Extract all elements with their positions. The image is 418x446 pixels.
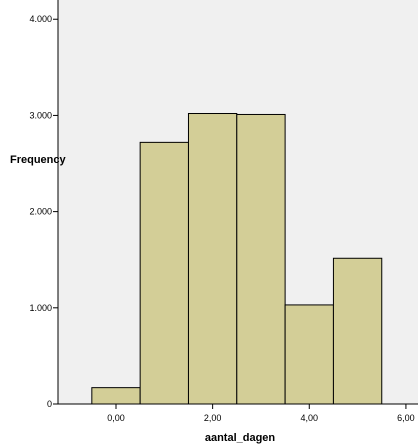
x-tick-label-1: 2,00: [204, 413, 222, 423]
y-tick-label-4: 4.000: [29, 14, 52, 24]
histogram-bar-1: [139, 141, 189, 405]
x-tick-label-3: 6,00: [397, 413, 415, 423]
y-tick-label-0: 0: [47, 399, 52, 409]
x-tick-label-0: 0,00: [107, 413, 125, 423]
histogram-bar-2: [187, 113, 238, 405]
x-axis-title: aantal_dagen: [205, 432, 276, 444]
histogram-bar-5: [332, 257, 383, 405]
histogram-bar-3: [236, 113, 286, 405]
y-tick-label-1: 1.000: [29, 303, 52, 313]
histogram-bar-0: [91, 387, 141, 405]
histogram-bar-4: [284, 304, 334, 405]
y-tick-label-3: 3.000: [29, 110, 52, 120]
y-tick-label-2: 2.000: [29, 207, 52, 217]
x-tick-label-2: 4,00: [301, 413, 319, 423]
y-axis-title: Frequency: [10, 154, 67, 166]
